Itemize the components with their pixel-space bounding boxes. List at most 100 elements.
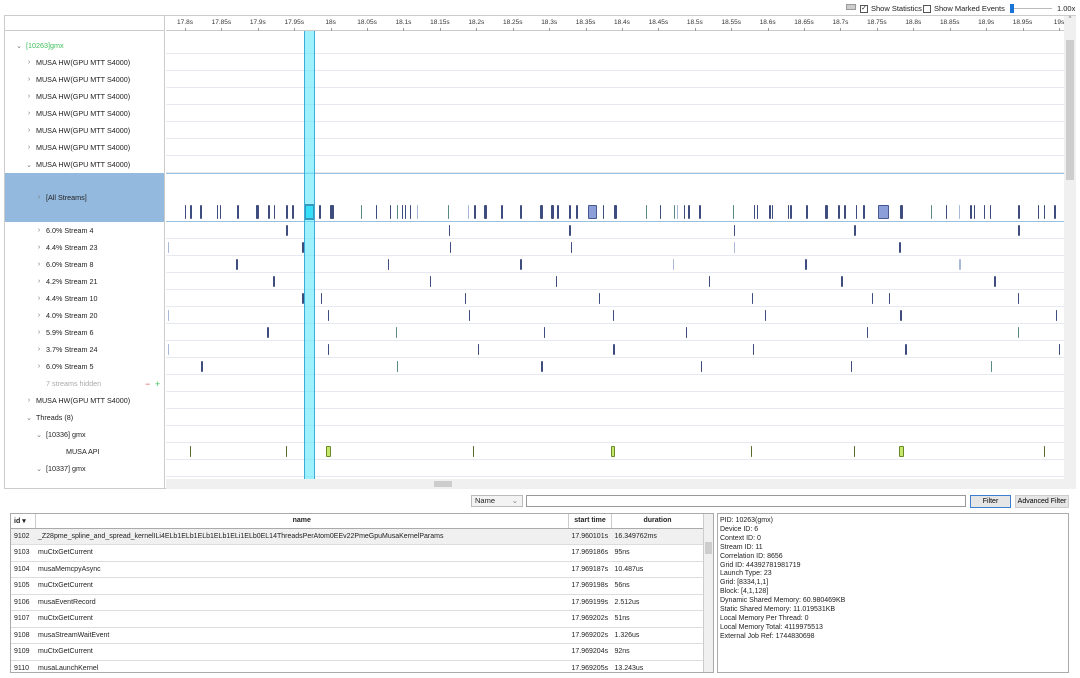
event-mark[interactable]: [468, 205, 470, 219]
tree-row[interactable]: › 6.0% Stream 5: [5, 358, 164, 375]
scroll-up-icon[interactable]: ^: [1068, 16, 1072, 22]
show-statistics-checkbox[interactable]: ✓ Show Statistics: [860, 4, 922, 13]
chevron-right-icon[interactable]: ›: [37, 312, 41, 319]
chevron-right-icon[interactable]: ›: [27, 93, 31, 100]
event-mark[interactable]: [168, 310, 170, 321]
column-header-duration[interactable]: duration: [611, 514, 704, 529]
tree-row[interactable]: › 6.0% Stream 4: [5, 222, 164, 239]
chevron-right-icon[interactable]: ›: [37, 363, 41, 370]
column-header-start-time[interactable]: start time: [568, 514, 612, 529]
chevron-down-icon[interactable]: ⌄: [36, 465, 42, 473]
chevron-down-icon[interactable]: ⌄: [26, 414, 32, 422]
event-mark[interactable]: [1058, 344, 1060, 355]
event-mark[interactable]: [672, 259, 674, 270]
chevron-down-icon[interactable]: ⌄: [36, 431, 42, 439]
chevron-right-icon[interactable]: ›: [27, 127, 31, 134]
tree-row[interactable]: › 5.9% Stream 6: [5, 324, 164, 341]
event-mark[interactable]: [753, 205, 756, 219]
event-mark[interactable]: [677, 205, 679, 219]
chevron-right-icon[interactable]: ›: [27, 397, 31, 404]
tree-row[interactable]: 7 streams hidden − +: [5, 375, 164, 392]
track-row[interactable]: [166, 156, 1064, 173]
event-mark[interactable]: [267, 327, 270, 338]
slider-handle[interactable]: [1010, 4, 1014, 13]
event-mark[interactable]: [450, 242, 452, 253]
event-mark[interactable]: [959, 205, 961, 219]
event-mark[interactable]: [1043, 446, 1045, 457]
event-mark[interactable]: [613, 310, 615, 321]
event-mark[interactable]: [700, 361, 702, 372]
event-mark[interactable]: [570, 242, 572, 253]
event-mark[interactable]: [286, 205, 289, 219]
event-mark[interactable]: [863, 205, 865, 219]
event-mark[interactable]: [734, 225, 736, 236]
event-mark[interactable]: [900, 205, 904, 219]
event-mark[interactable]: [752, 293, 754, 304]
event-mark[interactable]: [1056, 310, 1058, 321]
event-mark[interactable]: [410, 205, 412, 219]
event-mark[interactable]: [688, 205, 690, 219]
event-mark[interactable]: [983, 205, 985, 219]
event-mark[interactable]: [1018, 293, 1020, 304]
event-mark[interactable]: [1018, 327, 1020, 338]
event-mark[interactable]: [598, 293, 600, 304]
event-mark[interactable]: [959, 259, 961, 270]
event-mark[interactable]: [646, 205, 647, 219]
event-mark[interactable]: [396, 327, 398, 338]
event-mark[interactable]: [329, 205, 334, 219]
collapse-streams-button[interactable]: −: [145, 378, 151, 389]
event-mark[interactable]: [1018, 225, 1020, 236]
event-mark[interactable]: [930, 205, 932, 219]
event-mark[interactable]: [168, 344, 170, 355]
event-mark[interactable]: [544, 327, 546, 338]
event-mark[interactable]: [396, 361, 398, 372]
chevron-right-icon[interactable]: ›: [37, 261, 41, 268]
event-mark[interactable]: [448, 225, 450, 236]
table-row[interactable]: 9103 muCtxGetCurrent 17.969186s 95ns: [11, 544, 704, 562]
chevron-right-icon[interactable]: ›: [37, 244, 41, 251]
chevron-right-icon[interactable]: ›: [27, 76, 31, 83]
event-mark[interactable]: [217, 205, 219, 219]
table-row[interactable]: 9109 muCtxGetCurrent 17.969204s 92ns: [11, 643, 704, 661]
event-mark[interactable]: [708, 276, 710, 287]
event-mark[interactable]: [994, 276, 996, 287]
track-row[interactable]: [166, 273, 1064, 290]
event-mark[interactable]: [699, 205, 701, 219]
event-mark[interactable]: [286, 225, 289, 236]
event-mark[interactable]: [327, 310, 329, 321]
track-row[interactable]: [166, 54, 1064, 71]
event-mark[interactable]: [576, 205, 578, 219]
scrollbar-thumb[interactable]: [434, 481, 452, 487]
event-mark[interactable]: [973, 205, 975, 219]
event-mark[interactable]: [557, 205, 559, 219]
table-row[interactable]: 9106 musaEventRecord 17.969199s 2.512us: [11, 594, 704, 611]
track-row[interactable]: [166, 88, 1064, 105]
event-mark[interactable]: [402, 205, 404, 219]
filter-button[interactable]: Filter: [970, 495, 1011, 508]
track-row[interactable]: [166, 460, 1064, 477]
track-row[interactable]: [166, 375, 1064, 392]
event-mark[interactable]: [806, 205, 809, 219]
event-mark[interactable]: [854, 225, 857, 236]
event-mark[interactable]: [326, 446, 332, 457]
event-mark[interactable]: [732, 205, 735, 219]
event-mark[interactable]: [750, 446, 752, 457]
scrollbar-thumb[interactable]: [705, 542, 712, 554]
event-mark[interactable]: [292, 205, 294, 219]
table-row[interactable]: 9107 muCtxGetCurrent 17.969202s 51ns: [11, 610, 704, 628]
event-mark[interactable]: [804, 259, 807, 270]
event-mark[interactable]: [201, 361, 204, 372]
chevron-down-icon[interactable]: ⌄: [16, 42, 22, 50]
vertical-scrollbar[interactable]: ^: [1064, 16, 1076, 489]
event-mark[interactable]: [484, 205, 487, 219]
event-mark[interactable]: [946, 205, 948, 219]
event-mark[interactable]: [469, 310, 471, 321]
event-mark[interactable]: [838, 205, 841, 219]
tree-row[interactable]: MUSA API: [5, 443, 164, 460]
event-mark[interactable]: [756, 205, 759, 219]
track-row[interactable]: [166, 239, 1064, 256]
tree-row[interactable]: › MUSA HW(GPU MTT S4000): [5, 139, 164, 156]
event-mark[interactable]: [551, 205, 554, 219]
event-mark[interactable]: [788, 205, 790, 219]
event-mark[interactable]: [1053, 205, 1057, 219]
